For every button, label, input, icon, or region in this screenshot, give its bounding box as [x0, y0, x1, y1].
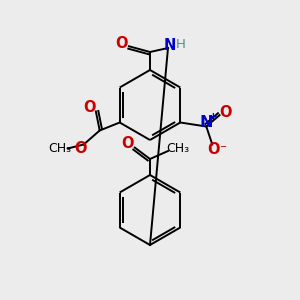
Text: CH₃: CH₃ — [167, 142, 190, 155]
Text: O: O — [207, 142, 220, 157]
Text: N: N — [164, 38, 176, 52]
Text: +: + — [209, 112, 218, 122]
Text: O: O — [122, 136, 134, 152]
Text: O: O — [116, 37, 128, 52]
Text: N: N — [200, 115, 213, 130]
Text: O: O — [83, 100, 96, 115]
Text: O: O — [219, 105, 232, 120]
Text: H: H — [176, 38, 186, 52]
Text: O: O — [74, 141, 87, 156]
Text: CH₃: CH₃ — [48, 142, 71, 155]
Text: ⁻: ⁻ — [219, 143, 226, 156]
